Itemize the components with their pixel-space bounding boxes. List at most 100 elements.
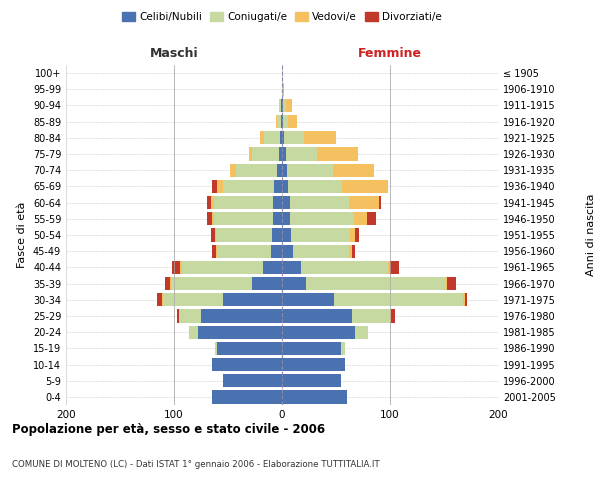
Bar [282, 99, 283, 112]
Bar [464, 293, 467, 306]
Bar [272, 228, 282, 241]
Bar [282, 374, 341, 388]
Bar [162, 293, 163, 306]
Bar [282, 310, 352, 322]
Bar [282, 115, 283, 128]
Bar [284, 131, 304, 144]
Bar [216, 244, 217, 258]
Bar [282, 293, 334, 306]
Bar [390, 310, 391, 322]
Bar [248, 148, 252, 160]
Bar [230, 164, 236, 177]
Bar [215, 228, 216, 241]
Bar [282, 82, 283, 96]
Bar [157, 293, 162, 306]
Bar [279, 148, 282, 160]
Bar [171, 277, 252, 290]
Bar [212, 358, 282, 371]
Bar [349, 244, 352, 258]
Bar [290, 228, 350, 241]
Bar [301, 260, 388, 274]
Bar [217, 342, 282, 355]
Bar [282, 212, 290, 226]
Bar [282, 390, 347, 404]
Bar [212, 244, 216, 258]
Bar [287, 164, 333, 177]
Bar [208, 212, 212, 226]
Bar [217, 180, 223, 193]
Bar [212, 390, 282, 404]
Bar [350, 228, 355, 241]
Bar [293, 244, 349, 258]
Bar [277, 164, 282, 177]
Bar [352, 244, 355, 258]
Bar [281, 115, 282, 128]
Bar [281, 99, 282, 112]
Bar [283, 82, 284, 96]
Bar [282, 164, 287, 177]
Bar [282, 342, 341, 355]
Bar [282, 180, 289, 193]
Text: Maschi: Maschi [149, 47, 199, 60]
Bar [334, 293, 463, 306]
Bar [343, 180, 388, 193]
Bar [252, 148, 279, 160]
Bar [223, 180, 274, 193]
Bar [182, 260, 263, 274]
Bar [214, 196, 274, 209]
Bar [211, 228, 215, 241]
Bar [280, 131, 282, 144]
Bar [349, 196, 379, 209]
Text: Popolazione per età, sesso e stato civile - 2006: Popolazione per età, sesso e stato civil… [12, 422, 325, 436]
Bar [282, 228, 290, 241]
Bar [282, 131, 284, 144]
Bar [223, 374, 282, 388]
Bar [274, 212, 282, 226]
Bar [275, 115, 277, 128]
Bar [177, 310, 179, 322]
Bar [277, 115, 281, 128]
Bar [216, 228, 272, 241]
Text: Femmine: Femmine [358, 47, 422, 60]
Bar [367, 212, 376, 226]
Bar [283, 99, 286, 112]
Bar [166, 277, 170, 290]
Bar [282, 260, 301, 274]
Bar [289, 115, 297, 128]
Bar [223, 293, 282, 306]
Bar [271, 244, 282, 258]
Bar [286, 148, 317, 160]
Bar [282, 148, 286, 160]
Bar [282, 196, 290, 209]
Bar [282, 358, 344, 371]
Legend: Celibi/Nubili, Coniugati/e, Vedovi/e, Divorziati/e: Celibi/Nubili, Coniugati/e, Vedovi/e, Di… [118, 8, 446, 26]
Bar [341, 342, 344, 355]
Bar [279, 99, 281, 112]
Bar [355, 228, 359, 241]
Bar [170, 277, 171, 290]
Text: COMUNE DI MOLTENO (LC) - Dati ISTAT 1° gennaio 2006 - Elaborazione TUTTITALIA.IT: COMUNE DI MOLTENO (LC) - Dati ISTAT 1° g… [12, 460, 380, 469]
Bar [236, 164, 277, 177]
Bar [211, 196, 214, 209]
Bar [212, 180, 217, 193]
Bar [352, 310, 390, 322]
Bar [217, 244, 271, 258]
Bar [286, 99, 292, 112]
Bar [282, 277, 306, 290]
Bar [355, 212, 367, 226]
Bar [391, 310, 395, 322]
Bar [274, 196, 282, 209]
Bar [198, 326, 282, 339]
Bar [274, 180, 282, 193]
Bar [388, 260, 390, 274]
Bar [282, 244, 293, 258]
Bar [289, 180, 343, 193]
Bar [179, 310, 201, 322]
Bar [181, 260, 182, 274]
Bar [290, 196, 349, 209]
Bar [189, 326, 198, 339]
Bar [172, 260, 181, 274]
Bar [333, 164, 374, 177]
Bar [304, 131, 336, 144]
Bar [263, 260, 282, 274]
